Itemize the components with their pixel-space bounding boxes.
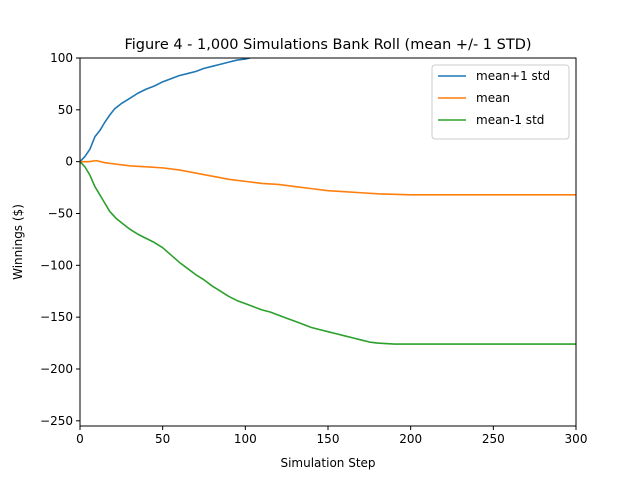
y-tick-label: 0 — [65, 155, 73, 169]
y-tick-label: 50 — [58, 103, 73, 117]
y-tick-label: −100 — [40, 258, 73, 272]
legend-label: mean — [476, 91, 510, 105]
y-tick-label: −50 — [48, 206, 73, 220]
x-tick-label: 0 — [76, 432, 84, 446]
y-axis-label: Winnings ($) — [11, 204, 25, 280]
legend-box — [431, 64, 570, 140]
y-tick-label: −250 — [40, 414, 73, 428]
series-line-3 — [80, 160, 576, 345]
legend-label: mean+1 std — [476, 69, 550, 83]
x-axis: 0 50 100 150 200 250 300 — [76, 426, 587, 446]
y-tick-label: −200 — [40, 362, 73, 376]
y-tick-label: −150 — [40, 310, 73, 324]
x-tick-label: 100 — [234, 432, 257, 446]
series-line-1 — [80, 58, 253, 163]
y-axis: −250 −200 −150 −100 −50 0 50 100 — [40, 51, 80, 428]
x-tick-label: 250 — [482, 432, 505, 446]
x-tick-label: 50 — [155, 432, 170, 446]
y-tick-label: 100 — [50, 51, 73, 65]
x-tick-label: 200 — [399, 432, 422, 446]
x-axis-label: Simulation Step — [280, 456, 375, 470]
series-layer — [80, 58, 576, 345]
chart-title: Figure 4 - 1,000 Simulations Bank Roll (… — [124, 37, 531, 53]
x-tick-label: 300 — [565, 432, 588, 446]
series-line-2 — [80, 159, 576, 196]
legend-label: mean-1 std — [476, 113, 544, 127]
legend: mean+1 std mean mean-1 std — [431, 64, 570, 140]
x-tick-label: 150 — [317, 432, 340, 446]
